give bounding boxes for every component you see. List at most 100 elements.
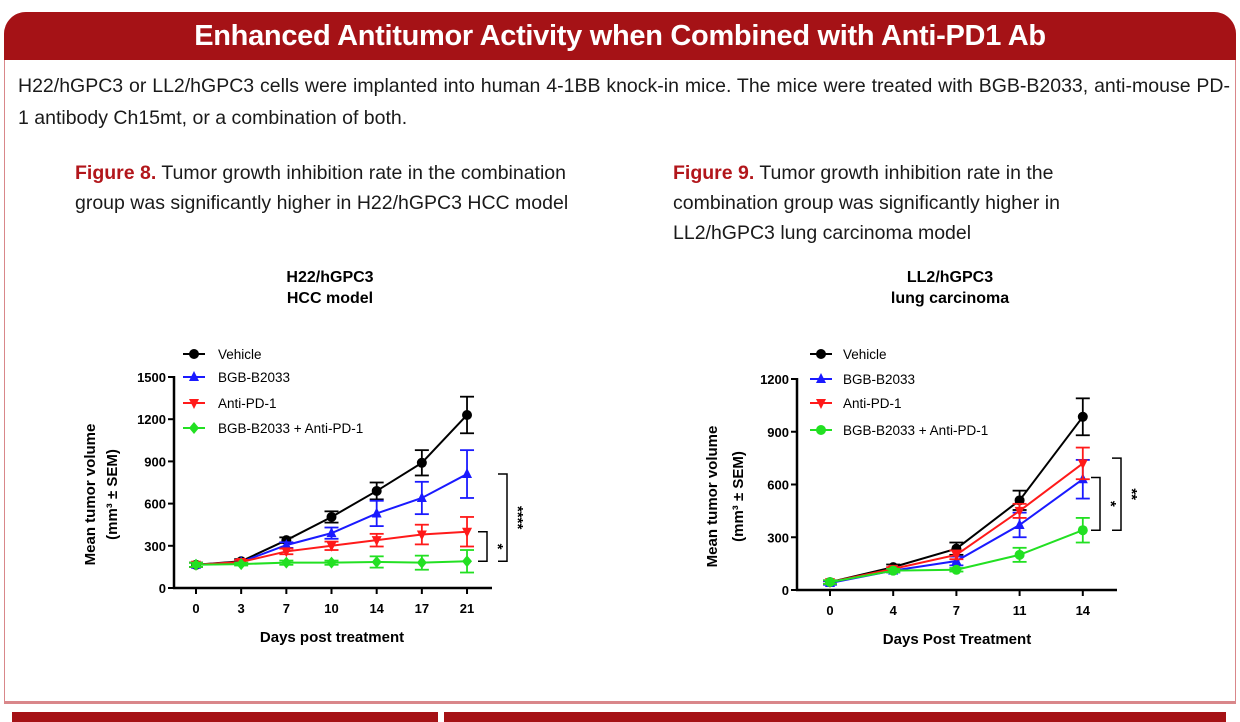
chart-title: LL2/hGPC3 xyxy=(907,269,993,286)
y-tick-label: 0 xyxy=(782,583,789,598)
legend-label: BGB-B2033 + Anti-PD-1 xyxy=(218,421,363,436)
legend-label: Vehicle xyxy=(218,347,262,362)
legend-label: Anti-PD-1 xyxy=(843,396,902,411)
chart-title: H22/hGPC3 xyxy=(286,269,373,286)
y-tick-label: 1200 xyxy=(760,372,789,387)
data-point xyxy=(416,530,427,541)
x-tick-label: 0 xyxy=(192,601,199,616)
data-point xyxy=(236,558,247,571)
data-point xyxy=(951,550,962,561)
data-point xyxy=(371,555,382,568)
y-axis-label: (mm³ ± SEM) xyxy=(104,449,121,540)
data-point xyxy=(189,349,199,359)
data-point xyxy=(462,555,473,568)
legend-label: Anti-PD-1 xyxy=(218,396,277,411)
x-tick-label: 21 xyxy=(460,601,474,616)
x-axis-label: Days Post Treatment xyxy=(883,631,1031,648)
y-tick-label: 600 xyxy=(144,497,166,512)
bottom-bar-left xyxy=(12,712,438,722)
data-point xyxy=(825,577,835,588)
y-tick-label: 600 xyxy=(767,478,789,493)
data-point xyxy=(816,373,826,383)
significance-label: **** xyxy=(509,506,526,530)
data-point xyxy=(326,541,337,552)
data-point xyxy=(816,399,826,409)
x-tick-label: 10 xyxy=(324,601,338,616)
data-point xyxy=(1077,411,1088,422)
data-point xyxy=(416,556,427,569)
x-tick-label: 7 xyxy=(953,603,960,618)
y-tick-label: 1500 xyxy=(137,370,166,385)
x-tick-label: 0 xyxy=(826,603,833,618)
y-tick-label: 300 xyxy=(767,530,789,545)
data-point xyxy=(371,536,382,547)
data-point xyxy=(281,547,292,558)
data-point xyxy=(281,556,292,569)
data-point xyxy=(1014,549,1025,560)
figure-9-caption: Figure 9. Tumor growth inhibition rate i… xyxy=(673,158,1163,248)
data-point xyxy=(416,457,427,468)
legend-label: Vehicle xyxy=(843,347,887,362)
bottom-bar-right xyxy=(444,712,1226,722)
data-point xyxy=(1014,495,1025,506)
data-point xyxy=(326,511,337,522)
data-point xyxy=(416,491,427,502)
y-tick-label: 1200 xyxy=(137,412,166,427)
significance-bracket xyxy=(478,530,488,563)
chart-ll2-lung: LL2/hGPC3 lung carcinoma 0 300 600 900 1200 0 4 7… xyxy=(704,269,1140,648)
legend-label: BGB-B2033 + Anti-PD-1 xyxy=(843,423,988,438)
significance-label: * xyxy=(1102,501,1119,507)
data-point xyxy=(189,371,199,381)
data-point xyxy=(1077,459,1088,470)
data-point xyxy=(951,564,962,575)
data-point xyxy=(326,556,337,569)
data-point xyxy=(371,507,382,518)
data-point xyxy=(888,565,899,576)
x-tick-label: 7 xyxy=(283,601,290,616)
data-point xyxy=(462,527,473,538)
legend-label: BGB-B2033 xyxy=(218,370,290,385)
chart-h22-hcc: H22/hGPC3 HCC model 0 300 600 900 1200 1500 0 3 7 1… xyxy=(82,269,526,646)
y-axis-label: Mean tumor volume xyxy=(82,424,99,566)
y-tick-label: 300 xyxy=(144,539,166,554)
figure-label: Figure 9. xyxy=(673,162,755,184)
figure-8-caption: Figure 8. Tumor growth inhibition rate i… xyxy=(75,158,575,218)
data-point xyxy=(371,485,382,496)
data-point xyxy=(1014,518,1025,529)
intro-text: H22/hGPC3 or LL2/hGPC3 cells were implan… xyxy=(18,75,1230,129)
data-point xyxy=(189,399,199,409)
data-point xyxy=(462,468,473,479)
y-tick-label: 900 xyxy=(767,425,789,440)
page-title: Enhanced Antitumor Activity when Combine… xyxy=(194,19,1046,52)
x-tick-label: 14 xyxy=(369,601,384,616)
x-tick-label: 14 xyxy=(1076,603,1091,618)
data-point xyxy=(281,539,292,550)
significance-label: ** xyxy=(1123,488,1140,500)
figure-label: Figure 8. xyxy=(75,162,157,184)
data-point xyxy=(189,422,199,434)
chart-title: lung carcinoma xyxy=(891,290,1009,307)
significance-bracket xyxy=(1112,457,1122,531)
data-point xyxy=(816,349,826,359)
data-point xyxy=(816,425,826,435)
x-axis-label: Days post treatment xyxy=(260,629,404,646)
x-tick-label: 4 xyxy=(890,603,898,618)
caption-text: Tumor growth inhibition rate in the comb… xyxy=(75,162,569,214)
significance-bracket xyxy=(498,473,508,563)
data-point xyxy=(1077,525,1088,536)
data-point xyxy=(1014,506,1025,517)
x-tick-label: 11 xyxy=(1013,603,1027,618)
significance-label: * xyxy=(489,544,506,550)
chart-title: HCC model xyxy=(287,290,373,307)
caption-text: Tumor growth inhibition rate in the comb… xyxy=(673,162,1060,244)
legend-label: BGB-B2033 xyxy=(843,372,915,387)
data-point xyxy=(462,409,473,420)
header-bar: Enhanced Antitumor Activity when Combine… xyxy=(4,12,1236,60)
y-axis-label: (mm³ ± SEM) xyxy=(730,451,747,542)
data-point xyxy=(191,558,201,571)
y-tick-label: 0 xyxy=(159,581,166,596)
y-tick-label: 900 xyxy=(144,454,166,469)
x-tick-label: 3 xyxy=(238,601,245,616)
data-point xyxy=(326,527,337,538)
y-axis-label: Mean tumor volume xyxy=(704,426,721,568)
